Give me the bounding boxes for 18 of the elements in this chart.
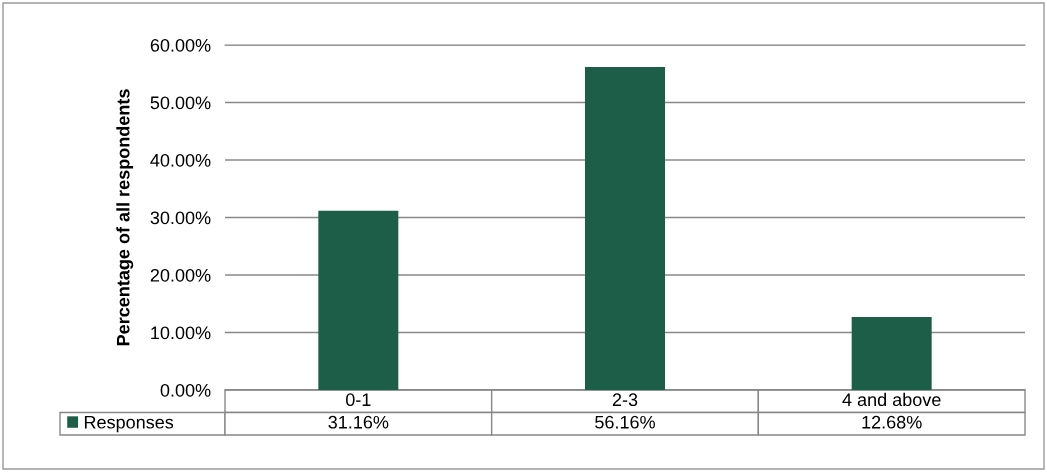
x-tick-label: 4 and above <box>842 392 941 407</box>
y-tick-label: 20.00% <box>150 268 211 282</box>
bar <box>318 210 399 390</box>
data-label: 56.16% <box>595 415 655 429</box>
y-tick-label: 10.00% <box>151 326 211 340</box>
x-tick-label: 2-3 <box>612 393 638 407</box>
y-tick-label: 30.00% <box>150 211 211 225</box>
bar <box>585 67 665 390</box>
data-label: 31.16% <box>328 415 389 429</box>
y-tick-label: 50.00% <box>150 96 211 110</box>
data-label: 12.68% <box>862 415 922 429</box>
y-tick-label: 0.00% <box>160 383 211 397</box>
x-tick-label: 0-1 <box>345 393 371 407</box>
y-tick-label: 40.00% <box>150 153 211 167</box>
y-axis-title: Percentage of all respondents <box>116 89 134 346</box>
y-tick-label: 60.00% <box>150 38 211 52</box>
legend-label: Responses <box>84 416 174 433</box>
bar <box>851 317 932 390</box>
